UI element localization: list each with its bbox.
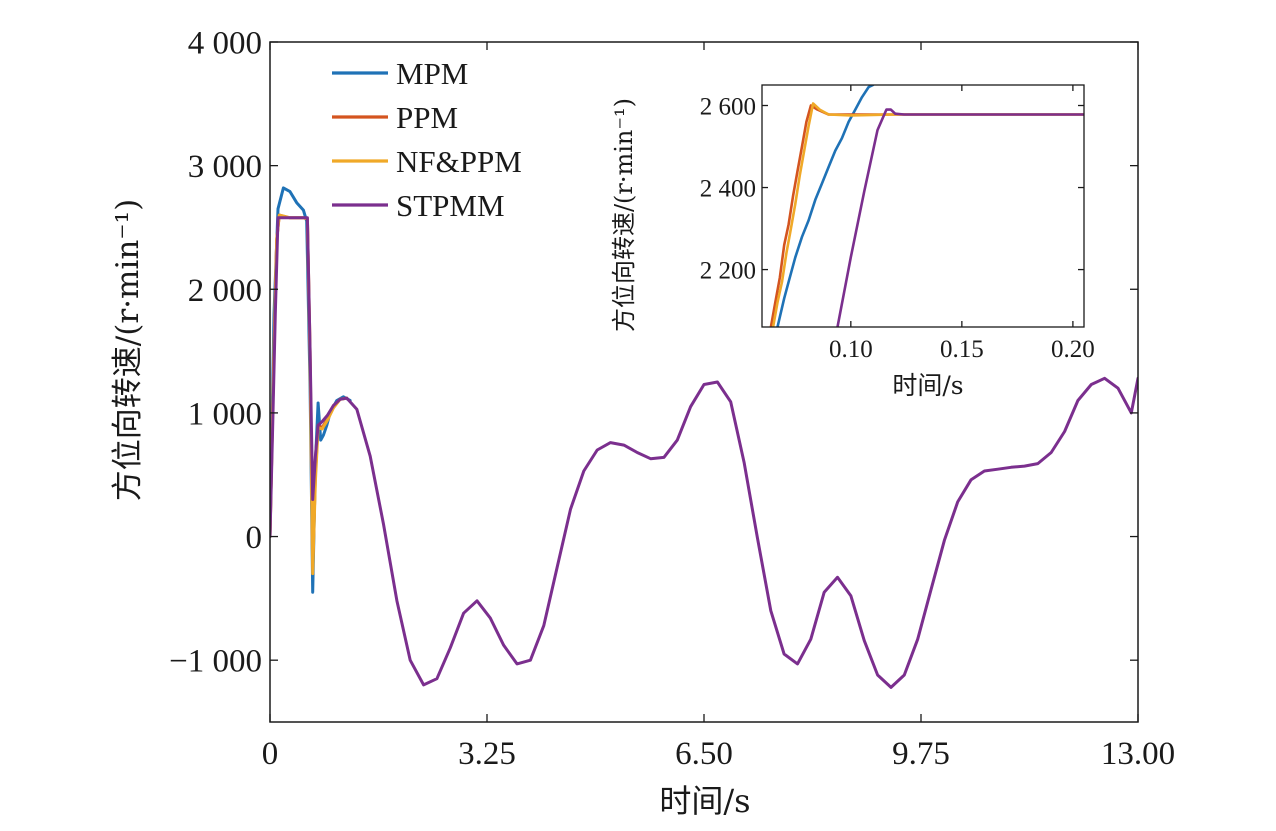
main-y-axis-title: 方位向转速/(r·min⁻¹) <box>110 199 146 501</box>
main-x-tick-label: 9.75 <box>892 736 950 772</box>
main-series-line-stpmm <box>270 216 1138 689</box>
main-y-tick-label: 2 000 <box>188 273 262 309</box>
inset-x-tick-label: 0.20 <box>1051 336 1095 363</box>
inset-plot-frame <box>761 84 1085 328</box>
inset-y-axis-title: 方位向转速/(r·min⁻¹) <box>610 98 638 332</box>
main-series-lines <box>270 186 1138 689</box>
legend-label-stpmm: STPMM <box>396 188 505 223</box>
inset-y-tick-label: 2 200 <box>700 257 756 284</box>
main-x-tick-label: 13.00 <box>1101 736 1175 772</box>
inset-x-tick-label: 0.15 <box>940 336 984 363</box>
main-plot: 0 3.25 6.50 9.75 13.00 −1 000 0 1 000 2 000 3 000… <box>110 26 1175 820</box>
inset-y-tick-label: 2 400 <box>700 175 756 202</box>
inset-series-lines <box>769 85 1084 327</box>
inset-series-line-stpmm <box>836 108 1084 327</box>
main-x-axis-title: 时间/s <box>659 782 750 820</box>
main-y-tick-label: 4 000 <box>188 26 262 62</box>
legend: MPM PPM NF&PPM STPMM <box>332 56 522 223</box>
inset-x-axis-title: 时间/s <box>892 371 963 400</box>
inset-series-line-mpm <box>776 85 875 327</box>
inset-x-tick-label: 0.10 <box>829 336 873 363</box>
inset-background <box>762 85 1084 327</box>
main-y-tick-label: −1 000 <box>169 644 262 680</box>
main-y-tick-label: 1 000 <box>188 396 262 432</box>
main-axis-ticks: 0 3.25 6.50 9.75 13.00 −1 000 0 1 000 2 000 3 000… <box>169 26 1175 772</box>
inset-axis-ticks: 0.10 0.15 0.20 2 200 2 400 2 600 <box>700 85 1095 363</box>
main-x-tick-label: 3.25 <box>458 736 516 772</box>
inset-series-line-nfppm <box>771 102 1084 327</box>
main-x-tick-label: 6.50 <box>675 736 733 772</box>
main-x-tick-label: 0 <box>262 736 279 772</box>
legend-label-ppm: PPM <box>396 100 458 135</box>
inset-plot: 0.10 0.15 0.20 2 200 2 400 2 600 时间/s 方位向转速/(… <box>610 84 1095 400</box>
legend-label-mpm: MPM <box>396 56 468 91</box>
main-y-tick-label: 3 000 <box>188 149 262 185</box>
main-y-tick-label: 0 <box>246 520 263 556</box>
legend-label-nfppm: NF&PPM <box>396 144 522 179</box>
inset-y-tick-label: 2 600 <box>700 93 756 120</box>
